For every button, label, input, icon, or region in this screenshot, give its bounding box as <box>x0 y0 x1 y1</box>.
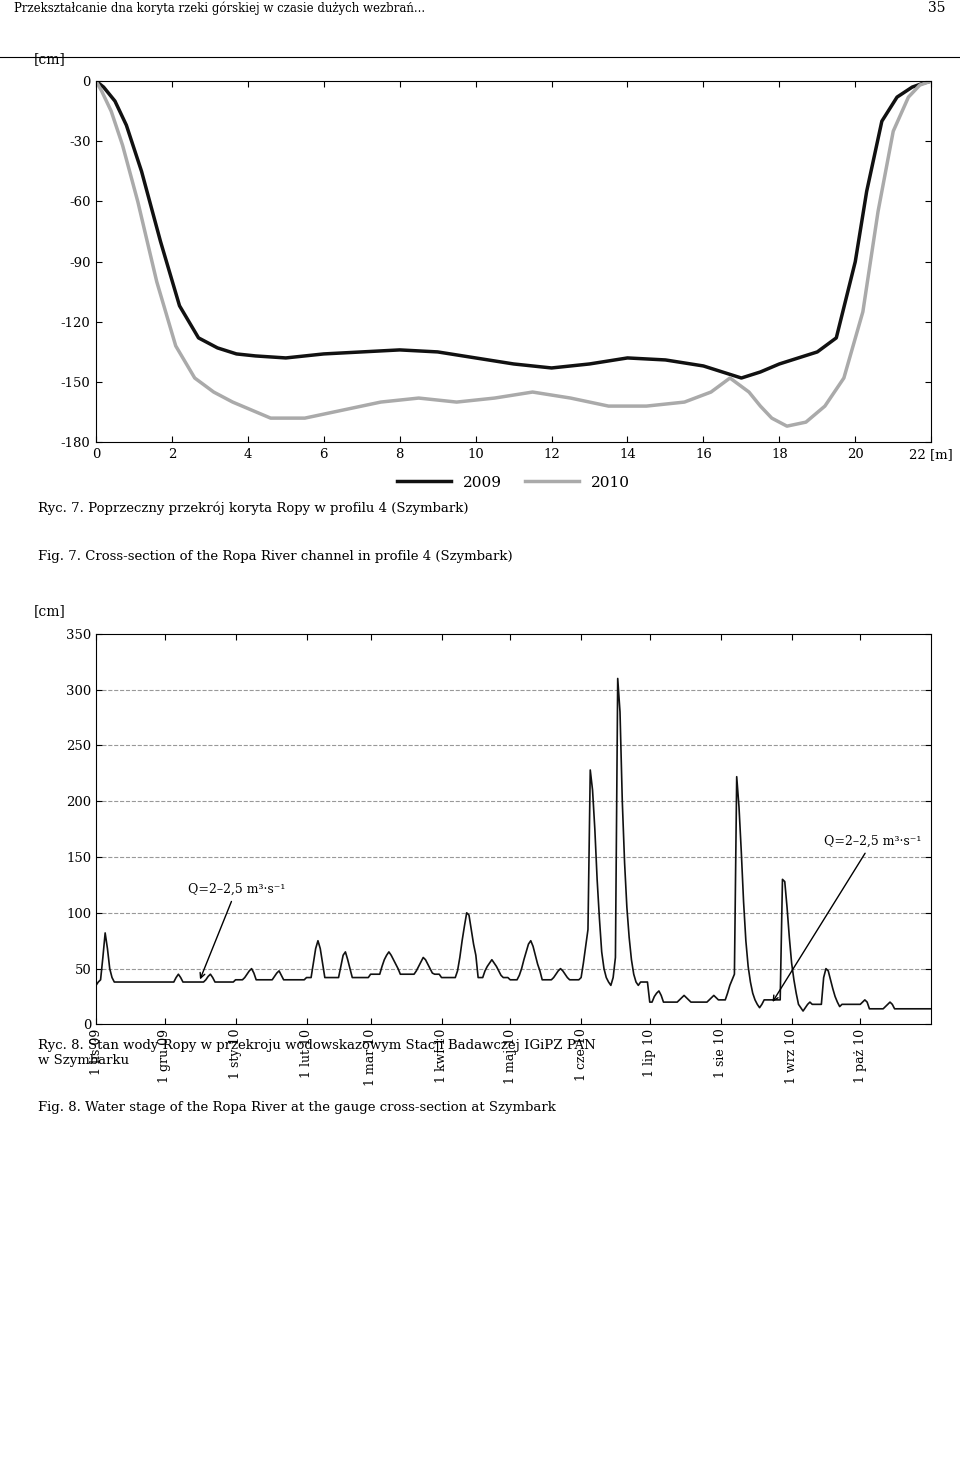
Text: 35: 35 <box>928 1 946 15</box>
Text: [cm]: [cm] <box>34 53 65 66</box>
Legend: 2009, 2010: 2009, 2010 <box>392 470 636 495</box>
Text: Przekształcanie dna koryta rzeki górskiej w czasie dużych wezbrań...: Przekształcanie dna koryta rzeki górskie… <box>14 1 425 15</box>
Text: Fig. 8. Water stage of the Ropa River at the gauge cross-section at Szymbark: Fig. 8. Water stage of the Ropa River at… <box>38 1101 556 1114</box>
Text: Q=2–2,5 m³·s⁻¹: Q=2–2,5 m³·s⁻¹ <box>774 836 921 1001</box>
Text: Ryc. 8. Stan wody Ropy w przekroju wodowskazowym Stacji Badawczej IGiPZ PAN
w Sz: Ryc. 8. Stan wody Ropy w przekroju wodow… <box>38 1039 596 1067</box>
Text: Ryc. 7. Poprzeczny przekrój koryta Ropy w profilu 4 (Szymbark): Ryc. 7. Poprzeczny przekrój koryta Ropy … <box>38 501 468 514</box>
Text: Fig. 7. Cross-section of the Ropa River channel in profile 4 (Szymbark): Fig. 7. Cross-section of the Ropa River … <box>38 550 513 563</box>
Text: [cm]: [cm] <box>34 604 65 618</box>
Text: Q=2–2,5 m³·s⁻¹: Q=2–2,5 m³·s⁻¹ <box>187 883 285 979</box>
